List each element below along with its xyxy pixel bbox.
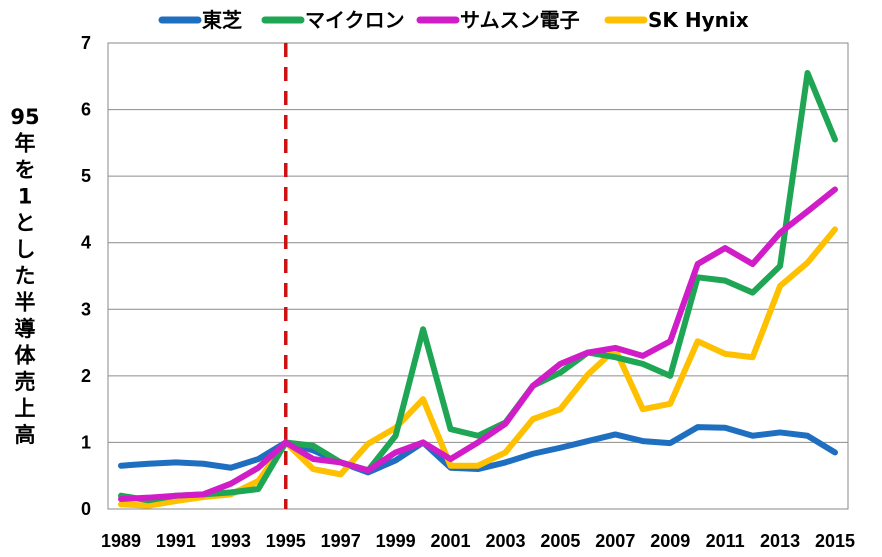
x-tick-label-2007: 2007: [595, 531, 635, 551]
x-tick-label-2009: 2009: [650, 531, 690, 551]
y-axis-label-char: 売: [15, 370, 36, 394]
y-axis-label-char: 高: [15, 423, 36, 447]
y-axis-label-char: 上: [15, 397, 36, 421]
x-tick-label-2011: 2011: [706, 531, 745, 551]
x-tick-label-1991: 1991: [156, 531, 196, 551]
series-line-1: [118, 69, 838, 504]
x-tick-label-1989: 1989: [101, 531, 141, 551]
y-axis-label-char: 半: [15, 291, 36, 315]
legend-label-2: サムスン電子: [460, 8, 580, 32]
x-tick-label-1995: 1995: [266, 531, 306, 551]
legend-label-0: 東芝: [202, 8, 242, 32]
y-tick-label-4: 4: [81, 233, 91, 253]
legend-label-1: マイクロン: [305, 8, 405, 32]
y-axis-label-char: 95: [10, 105, 39, 129]
y-axis-label-char: を: [15, 158, 36, 182]
y-tick-label-5: 5: [81, 166, 91, 186]
y-tick-label-2: 2: [81, 366, 91, 386]
series-line-0: [118, 424, 838, 476]
y-axis-label-char: 1: [18, 185, 33, 209]
x-tick-label-1999: 1999: [376, 531, 416, 551]
y-axis-label-char: 導: [15, 317, 36, 341]
y-tick-label-3: 3: [81, 299, 91, 319]
y-axis-label-char: し: [15, 238, 36, 262]
y-tick-label-1: 1: [81, 432, 91, 452]
y-tick-label-7: 7: [81, 33, 91, 53]
gridlines: [108, 109, 848, 443]
legend-label-3: SK Hynix: [648, 8, 749, 32]
x-tick-label-2015: 2015: [815, 531, 855, 551]
x-axis-tick-labels: 1989 1991 1993 1995 1997 1999 2001 2003 2005 2007…: [101, 531, 855, 551]
x-tick-label-2005: 2005: [540, 531, 580, 551]
x-tick-label-1997: 1997: [321, 531, 361, 551]
series-line-2: [118, 186, 838, 503]
legend: 東芝 マイクロン サムスン電子 SK Hynix: [158, 8, 749, 32]
x-tick-label-2001: 2001: [431, 531, 471, 551]
x-tick-label-1993: 1993: [211, 531, 251, 551]
y-tick-label-6: 6: [81, 100, 91, 120]
x-tick-label-2013: 2013: [760, 531, 800, 551]
y-axis-label-char: た: [15, 264, 36, 288]
x-tick-label-2003: 2003: [485, 531, 525, 551]
y-axis-label-char: 体: [15, 344, 37, 368]
y-axis-label-char: 年: [15, 132, 36, 156]
series-layer: [118, 69, 838, 509]
plot-area: [107, 42, 849, 510]
y-axis-label-char: と: [15, 211, 36, 235]
y-tick-label-0: 0: [81, 499, 91, 519]
y-axis-tick-labels: 0 1 2 3 4 5 6 7: [81, 33, 91, 519]
